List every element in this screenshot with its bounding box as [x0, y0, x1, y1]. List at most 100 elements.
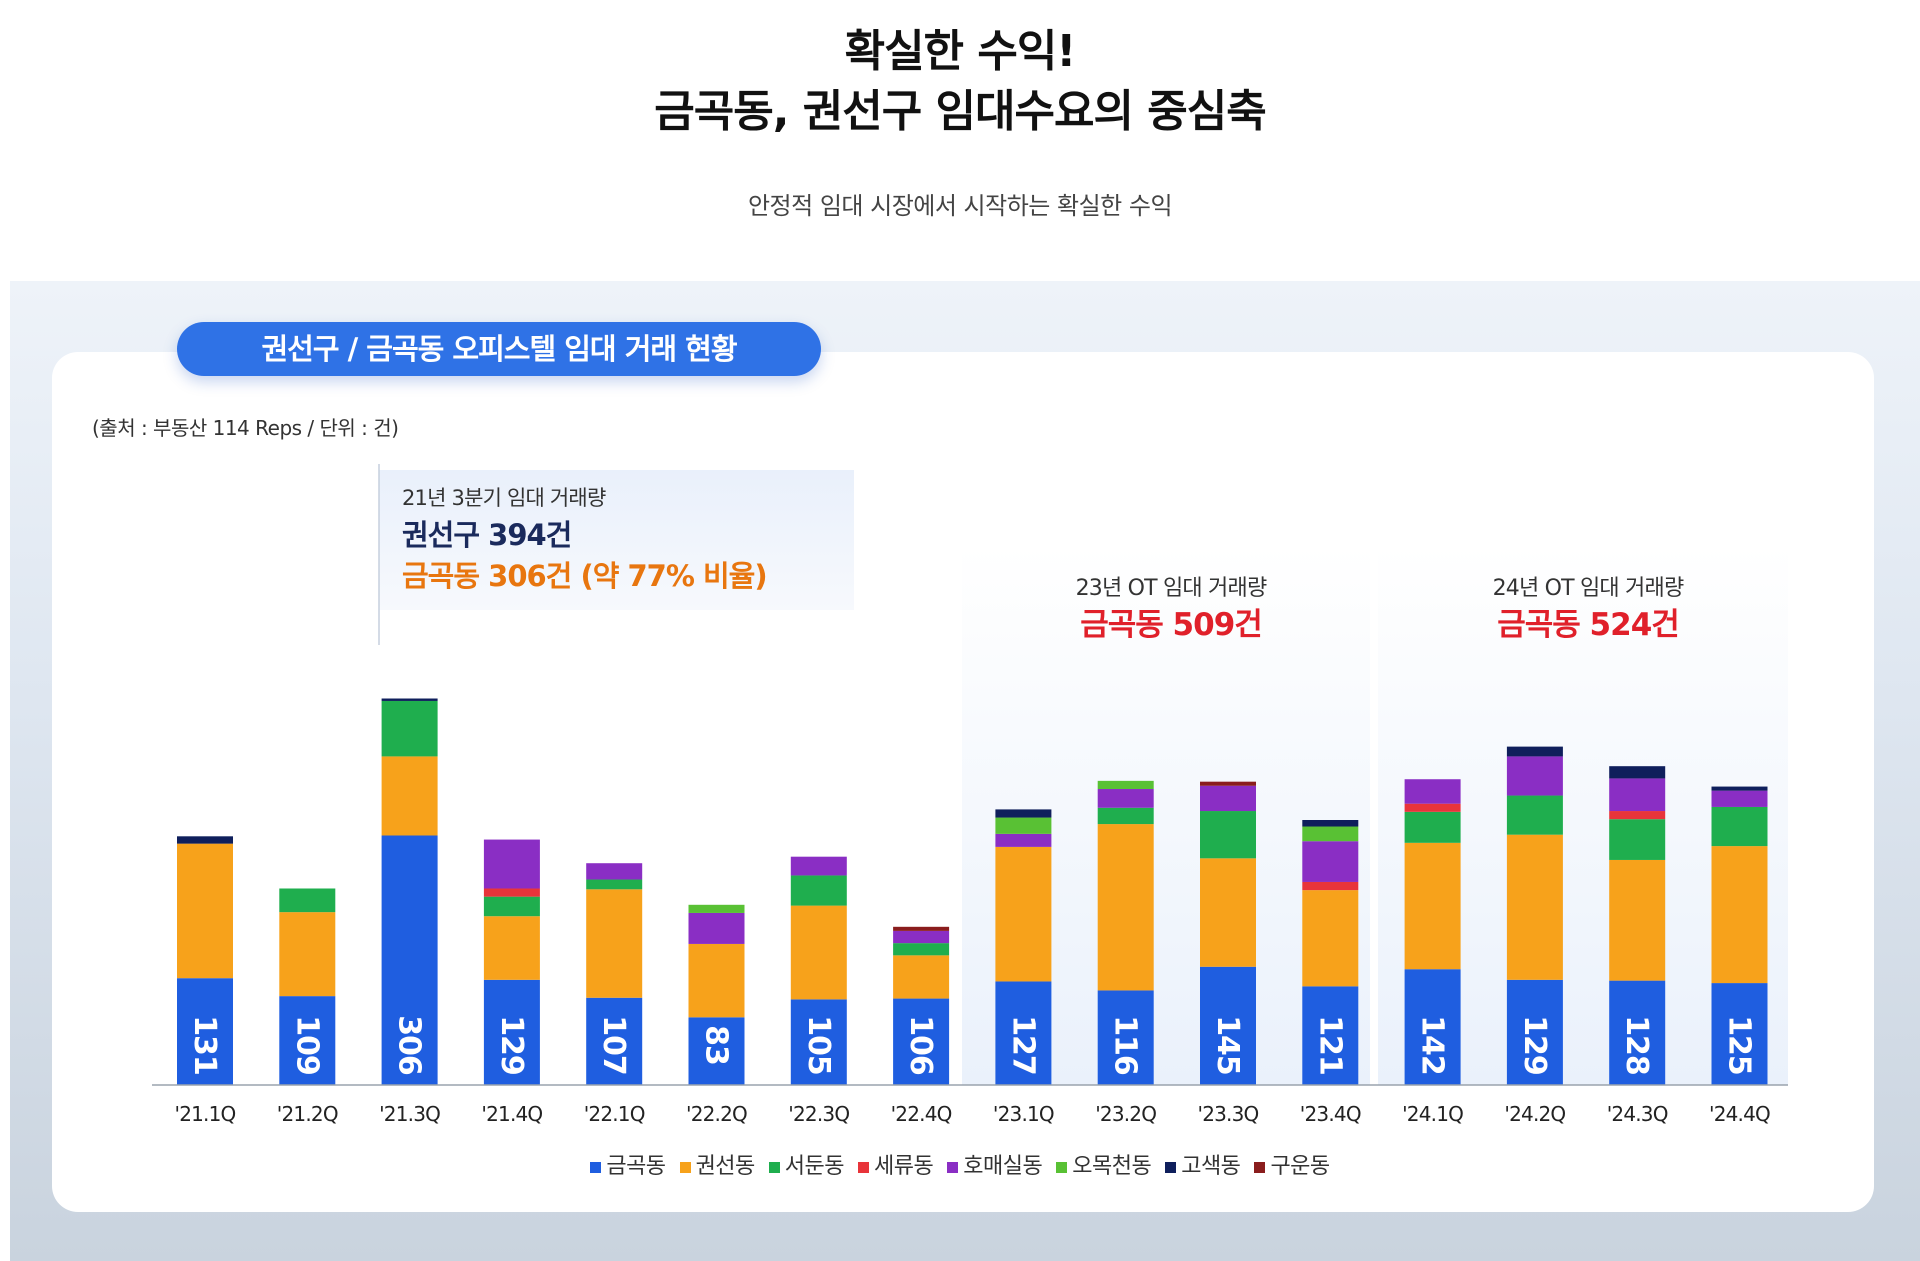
annotation-2023-line1: 23년 OT 임대 거래량 — [1076, 576, 1267, 601]
legend-item: 서둔동 — [768, 1148, 845, 1180]
chart-legend: 금곡동 권선동 서둔동 세류동 호매실동 오목천동 고색동 구운동 — [0, 1148, 1920, 1180]
data-label: 121 — [1312, 1015, 1347, 1075]
bar-segment — [1302, 826, 1359, 842]
bar-segment — [483, 979, 540, 1085]
bar-segment — [1609, 980, 1666, 1085]
bar-segment — [1404, 811, 1461, 843]
x-tick-label: '24.3Q — [1607, 1102, 1668, 1126]
bar-segment — [1711, 790, 1768, 807]
data-label: 105 — [801, 1015, 836, 1075]
bar-segment — [1302, 820, 1359, 827]
annotation-2024-line1: 24년 OT 임대 거래량 — [1493, 576, 1684, 601]
bar-segment — [381, 835, 438, 1085]
bar-segment — [1506, 756, 1563, 796]
legend-label: 권선동 — [695, 1154, 756, 1179]
x-tick-label: '23.4Q — [1300, 1102, 1361, 1126]
bar-segment — [1404, 969, 1461, 1085]
x-tick-label: '21.2Q — [277, 1102, 338, 1126]
x-tick-label: '22.4Q — [891, 1102, 952, 1126]
bar-segment — [790, 905, 847, 1000]
bar-segment — [1711, 786, 1768, 791]
bar-segment — [586, 879, 643, 890]
data-label: 83 — [699, 1025, 734, 1065]
legend-swatch — [1165, 1161, 1177, 1173]
bar-segment — [790, 875, 847, 906]
annotation-21q3-line1: 21년 3분기 임대 거래량 — [402, 486, 606, 510]
x-tick-label: '22.1Q — [584, 1102, 645, 1126]
x-tick-label: '23.3Q — [1198, 1102, 1259, 1126]
bar-segment — [1200, 785, 1256, 812]
data-label: 106 — [903, 1015, 938, 1075]
bar-segment — [995, 833, 1052, 847]
bar-segment — [893, 955, 950, 999]
bar-segment — [1097, 807, 1154, 825]
x-tick-label: '24.2Q — [1504, 1102, 1565, 1126]
legend-label: 금곡동 — [606, 1154, 666, 1179]
bar-segment — [1404, 803, 1461, 812]
legend-swatch — [1254, 1161, 1266, 1173]
data-label: 306 — [392, 1015, 427, 1075]
chart-title-badge: 권선구 / 금곡동 오피스텔 임대 거래 현황 — [177, 322, 821, 376]
data-label: 125 — [1722, 1015, 1757, 1075]
bar-segment — [1506, 834, 1563, 980]
headline-line2: 금곡동, 권선구 임대수요의 중심축 — [654, 86, 1266, 137]
bar-segment — [1609, 766, 1666, 779]
annotation-2024-line2: 금곡동 524건 — [1497, 607, 1679, 643]
bar-segment — [688, 943, 745, 1018]
source-note: (출처 : 부동산 114 Reps / 단위 : 건) — [92, 416, 399, 440]
bar-segment — [1200, 966, 1256, 1085]
headline: 확실한 수익! 금곡동, 권선구 임대수요의 중심축 — [0, 22, 1920, 142]
x-tick-label: '22.3Q — [788, 1102, 849, 1126]
bar-segment — [586, 889, 643, 998]
bar-segment — [995, 981, 1052, 1085]
data-label: 145 — [1210, 1015, 1245, 1075]
bar-segment — [1609, 859, 1666, 981]
bar-segment — [586, 997, 643, 1085]
bars-group: 131 109 306 129 107 83 105 106 127 116 145 121 142 12… — [177, 698, 1768, 1085]
x-tick-label: '21.1Q — [175, 1102, 236, 1126]
bar-segment — [1200, 781, 1256, 786]
bar-segment — [279, 912, 336, 997]
bar-segment — [1404, 842, 1461, 970]
bar-segment — [1711, 846, 1768, 984]
legend-swatch — [679, 1161, 691, 1173]
subtitle: 안정적 임대 시장에서 시작하는 확실한 수익 — [747, 192, 1173, 220]
legend-item: 구운동 — [1254, 1148, 1330, 1180]
bar-segment — [1200, 858, 1256, 967]
bar-segment — [381, 700, 438, 757]
legend-swatch — [768, 1161, 780, 1173]
x-tick-label: '24.1Q — [1402, 1102, 1463, 1126]
bar-segment — [483, 896, 540, 917]
x-tick-label: '23.2Q — [1095, 1102, 1156, 1126]
legend-label: 오목천동 — [1072, 1154, 1152, 1179]
bar-segment — [1506, 746, 1563, 757]
bar-segment — [1097, 780, 1154, 790]
data-label: 131 — [187, 1015, 222, 1075]
legend-item: 금곡동 — [590, 1148, 666, 1180]
data-label: 107 — [596, 1015, 631, 1075]
annotation-2023-line2: 금곡동 509건 — [1080, 607, 1262, 643]
x-tick-label: '24.4Q — [1709, 1102, 1770, 1126]
legend-swatch — [590, 1161, 602, 1173]
legend-label: 구운동 — [1270, 1154, 1330, 1179]
data-label: 127 — [1005, 1015, 1040, 1075]
bar-segment — [688, 912, 745, 944]
legend-item: 세류동 — [858, 1148, 934, 1180]
bar-segment — [279, 996, 336, 1085]
legend-item: 오목천동 — [1056, 1148, 1152, 1180]
data-label: 129 — [1517, 1015, 1552, 1075]
bar-segment — [1506, 795, 1563, 835]
bar-segment — [1302, 841, 1359, 882]
legend-item: 호매실동 — [947, 1148, 1043, 1180]
bar-segment — [893, 926, 950, 931]
bar-segment — [1404, 779, 1461, 804]
bar-segment — [1609, 819, 1666, 860]
legend-label: 세류동 — [874, 1154, 934, 1179]
annotation-21q3-line3: 금곡동 306건 (약 77% 비율) — [402, 559, 767, 593]
data-label: 128 — [1619, 1015, 1654, 1075]
bar-segment — [688, 904, 745, 913]
bar-segment — [995, 809, 1052, 818]
bar-segment — [483, 839, 540, 889]
bar-segment — [1711, 806, 1768, 847]
